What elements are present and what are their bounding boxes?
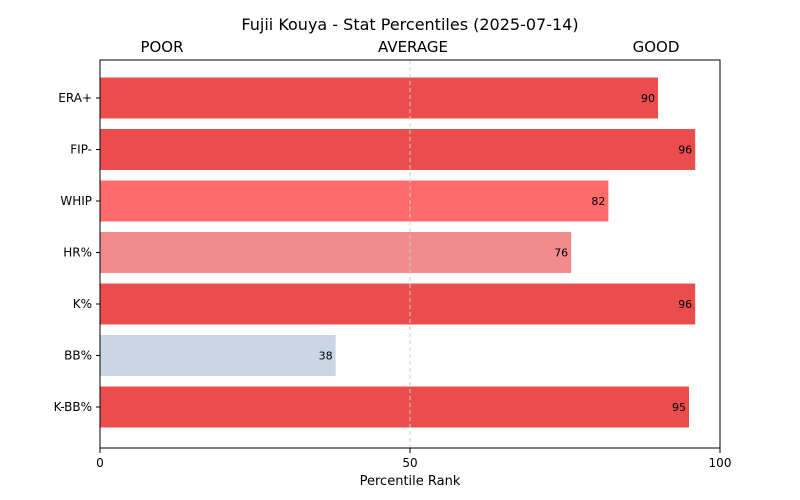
- data-label: 82: [591, 195, 605, 208]
- bar: [100, 335, 336, 376]
- y-tick-label: K-BB%: [54, 400, 92, 414]
- chart-title: Fujii Kouya - Stat Percentiles (2025-07-…: [241, 15, 578, 34]
- data-label: 96: [678, 144, 692, 157]
- data-label: 76: [554, 247, 568, 260]
- x-tick-label: 50: [402, 456, 417, 470]
- x-axis-label: Percentile Rank: [360, 474, 461, 489]
- y-tick-label: FIP-: [70, 143, 92, 157]
- x-tick-label: 0: [96, 456, 104, 470]
- x-axis: 0 50 100: [96, 448, 731, 470]
- bar: [100, 283, 696, 325]
- y-tick-label: HR%: [63, 246, 92, 260]
- data-labels-layer: 90 96 82 76 96 38 95: [319, 92, 693, 414]
- bar: [100, 386, 689, 428]
- y-axis: ERA+ FIP- WHIP HR% K% BB% K-BB%: [54, 91, 100, 414]
- band-label-poor: POOR: [140, 38, 183, 56]
- bar: [100, 77, 658, 119]
- data-label: 96: [678, 298, 692, 311]
- data-label: 90: [641, 92, 655, 105]
- y-tick-label: K%: [73, 297, 92, 311]
- data-label: 95: [672, 401, 686, 414]
- y-tick-label: BB%: [64, 349, 92, 363]
- plot-frame: [99, 59, 721, 449]
- y-tick-label: ERA+: [58, 91, 92, 105]
- bar: [100, 180, 609, 222]
- data-label: 38: [319, 350, 333, 363]
- bar: [100, 232, 572, 273]
- bar: [100, 129, 696, 170]
- band-label-good: GOOD: [633, 38, 680, 56]
- x-tick-label: 100: [709, 456, 732, 470]
- bars-layer: [100, 77, 696, 428]
- band-label-average: AVERAGE: [378, 38, 448, 56]
- y-tick-label: WHIP: [60, 194, 92, 208]
